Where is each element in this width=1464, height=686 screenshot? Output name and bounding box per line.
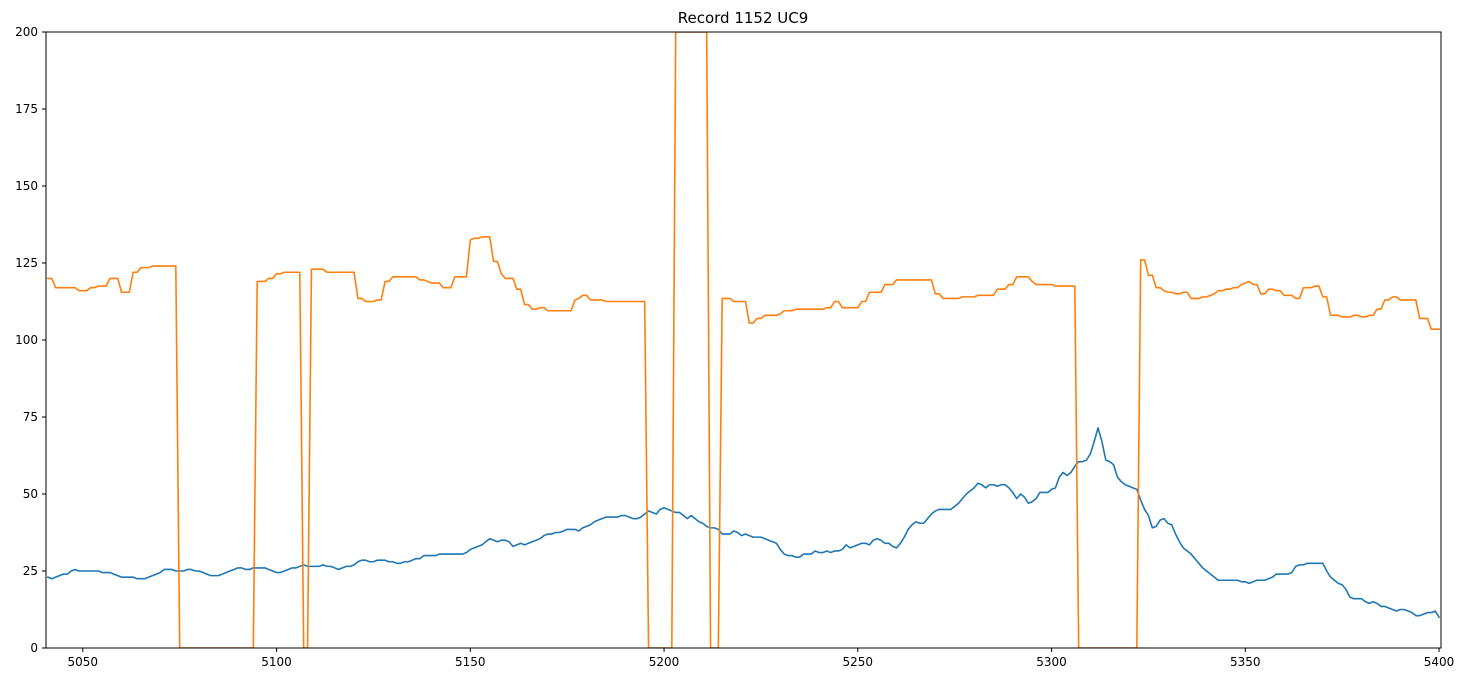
x-tick-label: 5100 [261,655,292,669]
y-tick-label: 125 [15,256,38,270]
y-tick-label: 75 [23,410,38,424]
y-tick-label: 100 [15,333,38,347]
y-tick-label: 150 [15,179,38,193]
chart-title: Record 1152 UC9 [678,9,809,27]
x-tick-label: 5250 [843,655,874,669]
x-tick-label: 5200 [649,655,680,669]
x-tick-label: 5350 [1230,655,1261,669]
series-line-2 [47,32,1440,648]
x-tick-label: 5150 [455,655,486,669]
x-tick-label: 5300 [1036,655,1067,669]
series-line-1 [46,426,1441,619]
y-tick-label: 0 [30,641,38,655]
x-tick-label: 5400 [1424,655,1455,669]
y-tick-label: 25 [23,564,38,578]
y-tick-label: 200 [15,25,38,39]
series-layer [46,32,1441,648]
axes-layer: 5050 5100 5150 5200 5250 5300 5350 5400 0 25 50 75 1… [15,25,1454,669]
x-tick-label: 5050 [68,655,99,669]
y-tick-label: 175 [15,102,38,116]
y-tick-label: 50 [23,487,38,501]
